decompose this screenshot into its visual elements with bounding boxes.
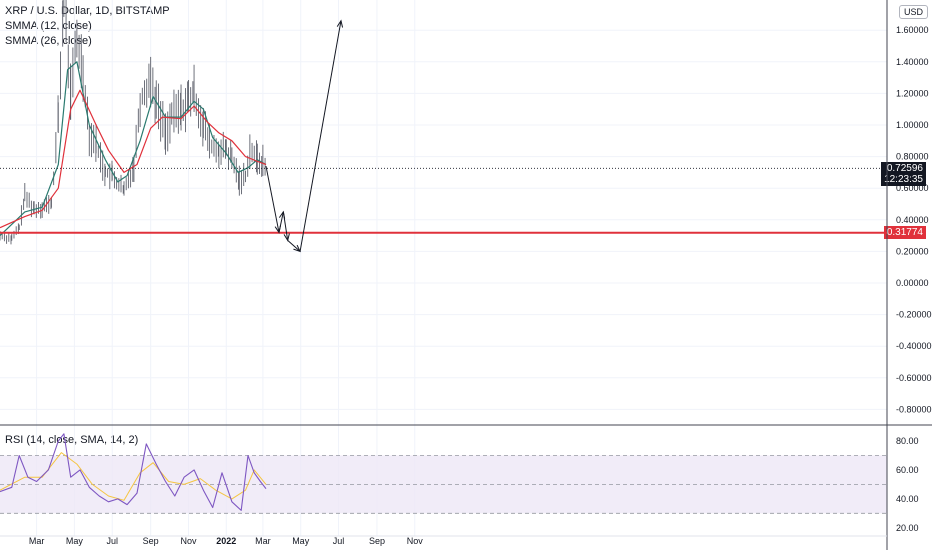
rsi-ma-line	[0, 452, 267, 501]
smma-12-line	[0, 61, 267, 237]
smma-26-line	[0, 89, 267, 229]
projection-arrowhead	[336, 19, 344, 28]
symbol-title[interactable]: XRP / U.S. Dollar, 1D, BITSTAMP	[5, 5, 170, 17]
price-tick-label: 0.60000	[896, 183, 929, 193]
rsi-title[interactable]: RSI (14, close, SMA, 14, 2)	[5, 434, 139, 446]
time-tick-label: 2022	[216, 536, 236, 546]
rsi-tick-label: 60.00	[896, 465, 919, 475]
price-tick-label: 0.20000	[896, 246, 929, 256]
countdown-value: 12:23:35	[884, 174, 923, 185]
rsi-tick-label: 40.00	[896, 494, 919, 504]
time-tick-label: Nov	[407, 536, 424, 546]
price-tick-label: -0.60000	[896, 373, 932, 383]
rsi-tick-label: 80.00	[896, 436, 919, 446]
price-tick-label: 1.00000	[896, 120, 929, 130]
projection-segment	[299, 20, 342, 252]
time-tick-label: Jul	[106, 536, 118, 546]
price-tick-label: 1.40000	[896, 57, 929, 67]
time-tick-label: May	[66, 536, 84, 546]
last-price-value: 0.72596	[886, 163, 923, 174]
currency-button[interactable]: USD	[899, 5, 929, 19]
smma-12-label[interactable]: SMMA (12, close)	[5, 20, 92, 32]
time-tick-label: Sep	[143, 536, 159, 546]
rsi-tick-label: 20.00	[896, 523, 919, 533]
time-tick-label: Jul	[333, 536, 345, 546]
rsi-line	[0, 433, 267, 511]
projection-segment	[278, 211, 284, 233]
time-tick-label: Mar	[255, 536, 271, 546]
time-tick-label: May	[292, 536, 310, 546]
price-tick-label: 1.60000	[896, 25, 929, 35]
rsi-legend: RSI (14, close, SMA, 14, 2)	[5, 433, 138, 448]
support-price-tag: 0.31774	[883, 226, 926, 239]
time-tick-label: Sep	[369, 536, 385, 546]
price-tick-label: -0.20000	[896, 310, 932, 320]
price-tick-label: 1.20000	[896, 88, 929, 98]
projection-segment	[282, 211, 289, 241]
projection-segment	[265, 165, 280, 233]
smma-26-label[interactable]: SMMA (26, close)	[5, 35, 92, 47]
price-tick-label: -0.40000	[896, 341, 932, 351]
price-tick-label: 0.40000	[896, 215, 929, 225]
time-tick-label: Nov	[180, 536, 197, 546]
main-legend: XRP / U.S. Dollar, 1D, BITSTAMP SMMA (12…	[5, 4, 170, 49]
time-tick-label: Mar	[29, 536, 45, 546]
last-price-tag: 0.72596 12:23:35	[881, 162, 926, 186]
price-tick-label: 0.80000	[896, 152, 929, 162]
projection-segment	[287, 239, 301, 252]
price-tick-label: 0.00000	[896, 278, 929, 288]
price-tick-label: -0.80000	[896, 404, 932, 414]
